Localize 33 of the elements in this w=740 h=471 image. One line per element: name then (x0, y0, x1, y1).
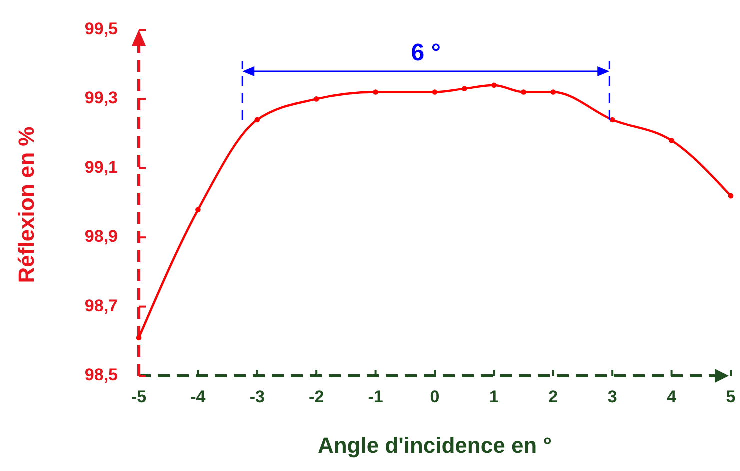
x-tick-label: -2 (309, 387, 324, 406)
x-tick-label: 4 (667, 387, 678, 406)
x-tick-label: 2 (548, 387, 558, 406)
y-tick-label: 99,5 (84, 19, 118, 38)
point (550, 90, 556, 95)
y-tick-label: 98,5 (84, 365, 118, 384)
annotation: 6 ° (411, 40, 441, 67)
point (254, 117, 260, 123)
x-tick-label: -4 (190, 387, 206, 406)
point (728, 193, 734, 199)
point (462, 86, 468, 92)
point (492, 82, 497, 88)
y-tick-label: 98,9 (84, 227, 118, 246)
point (196, 207, 201, 213)
y-tick-label: 99,3 (84, 88, 118, 108)
y-tick-label: 98,7 (84, 296, 118, 316)
x-tick-label: -5 (131, 387, 147, 406)
point (610, 117, 616, 123)
point (432, 90, 438, 95)
point (521, 90, 526, 95)
x-tick-label: 0 (430, 387, 440, 406)
x-tick-label: 5 (726, 387, 736, 406)
y-axis-title: Réflexion en % (14, 126, 39, 284)
point (373, 90, 378, 95)
y-tick-label: 99,1 (84, 158, 118, 177)
point (669, 138, 674, 144)
point (314, 96, 320, 102)
x-tick-label: -3 (250, 387, 265, 406)
x-tick-label: -1 (368, 387, 384, 406)
point (136, 335, 142, 341)
x-tick-label: 3 (608, 387, 618, 406)
x-axis-title: Angle d'incidence en ° (318, 432, 552, 458)
x-tick-label: 1 (489, 387, 499, 406)
